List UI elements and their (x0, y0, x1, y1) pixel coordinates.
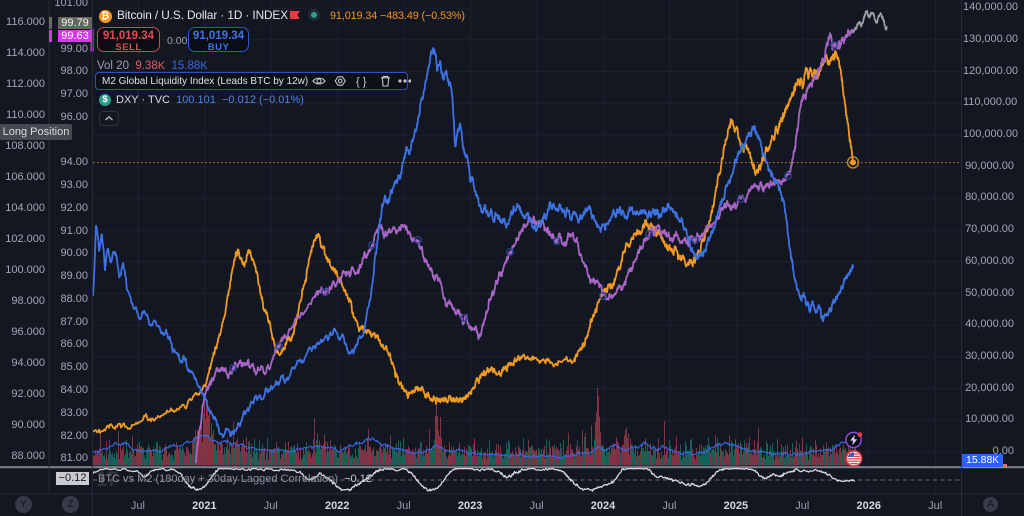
svg-text:{ }: { } (356, 76, 367, 88)
